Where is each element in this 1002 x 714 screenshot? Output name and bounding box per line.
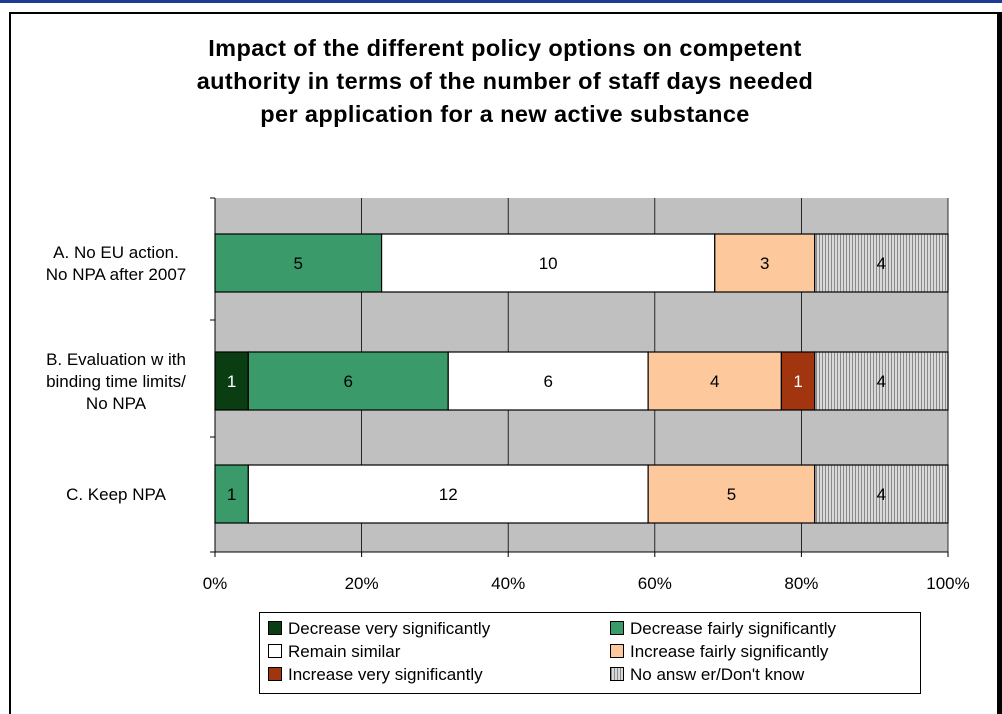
legend-label: No answ er/Don't know <box>630 665 805 684</box>
chart-title-line: Impact of the different policy options o… <box>208 35 802 61</box>
data-label: 4 <box>877 254 886 273</box>
bar-segment <box>247 351 449 411</box>
chart-title-line: per application for a new active substan… <box>260 101 750 127</box>
data-label: 1 <box>227 485 236 504</box>
x-tick-label: 0% <box>203 574 228 593</box>
legend-item: No answ er/Don't know <box>610 664 804 686</box>
category-label: No NPA after 2007 <box>46 265 187 284</box>
data-label: 5 <box>294 254 303 273</box>
legend-item: Increase very significantly <box>268 664 483 686</box>
x-tick-label: 20% <box>345 574 379 593</box>
data-label: 12 <box>439 485 458 504</box>
legend-item: Decrease fairly significantly <box>610 618 836 640</box>
category-label: C. Keep NPA <box>66 485 167 504</box>
x-tick-label: 60% <box>638 574 672 593</box>
legend-swatch <box>268 667 282 681</box>
window-top-line <box>0 0 1002 3</box>
data-label: 1 <box>793 372 802 391</box>
bar-segment <box>447 351 649 411</box>
data-label: 5 <box>727 485 736 504</box>
legend-item: Remain similar <box>268 641 400 663</box>
category-label: No NPA <box>86 394 147 413</box>
bar-segment <box>814 233 949 293</box>
bar-segment <box>380 233 716 293</box>
category-label: A. No EU action. <box>53 243 179 262</box>
legend-label: Increase very significantly <box>288 665 483 684</box>
bar-segment <box>247 464 649 524</box>
bar-segment <box>214 351 249 411</box>
data-label: 6 <box>543 372 552 391</box>
bar-segment <box>814 351 949 411</box>
legend-label: Decrease very significantly <box>288 619 491 638</box>
legend-item: Increase fairly significantly <box>610 641 828 663</box>
bar-segment <box>647 464 816 524</box>
x-tick-label: 100% <box>926 574 969 593</box>
category-label: binding time limits/ <box>46 372 186 391</box>
chart-title: Impact of the different policy options o… <box>80 32 930 131</box>
chart-title-line: authority in terms of the number of staf… <box>196 68 814 94</box>
chart-frame <box>9 12 999 714</box>
data-label: 3 <box>760 254 769 273</box>
x-tick-label: 80% <box>784 574 818 593</box>
data-label: 1 <box>227 372 236 391</box>
data-label: 6 <box>344 372 353 391</box>
bar-segment <box>814 464 949 524</box>
legend-swatch <box>610 621 624 635</box>
legend: Decrease very significantly Decrease fai… <box>259 612 921 694</box>
category-label: B. Evaluation w ith <box>46 350 186 369</box>
legend-item: Decrease very significantly <box>268 618 490 640</box>
data-label: 4 <box>877 485 886 504</box>
bar-segment <box>214 233 383 293</box>
legend-label: Increase fairly significantly <box>630 642 829 661</box>
data-label: 4 <box>710 372 719 391</box>
legend-label: Remain similar <box>288 642 401 661</box>
bar-segment <box>214 464 249 524</box>
x-tick-label: 40% <box>491 574 525 593</box>
data-label: 10 <box>539 254 558 273</box>
legend-swatch <box>610 667 624 681</box>
data-label: 4 <box>877 372 886 391</box>
legend-swatch <box>268 621 282 635</box>
bar-segment <box>714 233 816 293</box>
legend-swatch <box>268 644 282 658</box>
legend-label: Decrease fairly significantly <box>630 619 836 638</box>
legend-swatch <box>610 644 624 658</box>
bar-segment <box>780 351 816 411</box>
